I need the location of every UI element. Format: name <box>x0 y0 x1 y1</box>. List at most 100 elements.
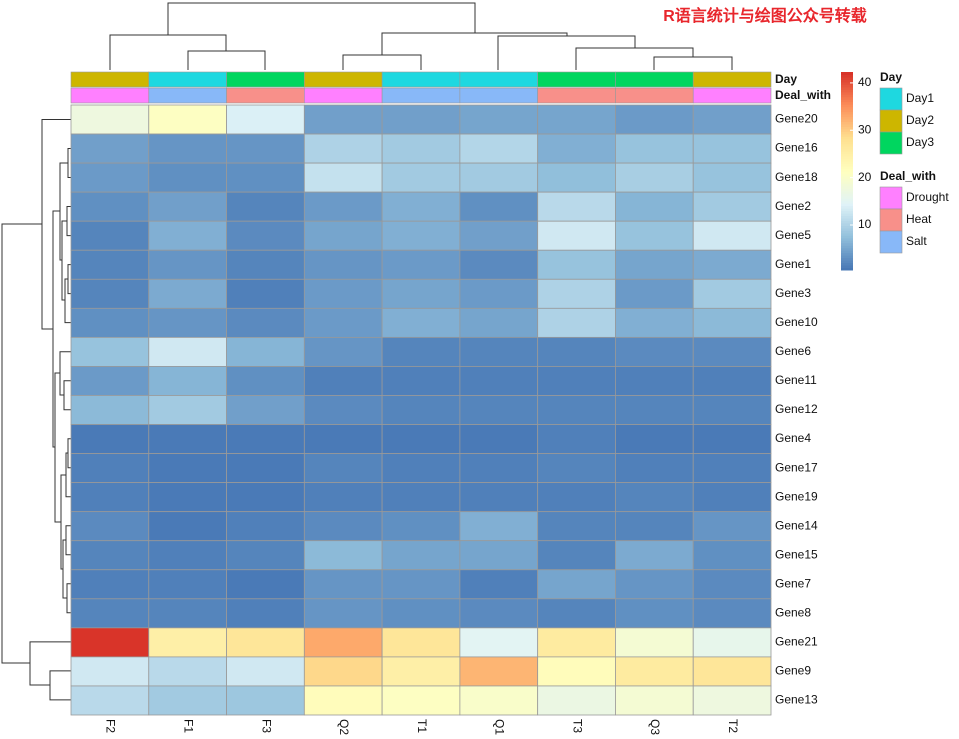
colorbar-step <box>841 215 853 219</box>
annotation-cell <box>148 71 227 88</box>
heatmap-cell <box>381 162 461 193</box>
heatmap-cell <box>381 482 461 513</box>
annotation-cell <box>615 71 694 88</box>
heatmap-cell <box>615 191 694 222</box>
heatmap-cell <box>692 627 772 658</box>
heatmap-cell <box>615 278 694 309</box>
heatmap-cell <box>459 656 539 687</box>
heatmap-cell <box>148 424 227 454</box>
heatmap-cell <box>459 424 539 454</box>
colorbar-step <box>841 232 853 236</box>
colorbar-step <box>841 111 853 115</box>
colorbar-step <box>841 156 853 160</box>
legend-label: Heat <box>906 212 932 226</box>
heatmap-cell <box>537 249 616 280</box>
heatmap-cell <box>70 598 150 629</box>
heatmap-cell <box>303 598 383 629</box>
colorbar-step <box>841 146 853 150</box>
heatmap-cell <box>226 540 305 571</box>
heatmap-cell <box>148 162 227 193</box>
heatmap-cell <box>615 104 694 135</box>
heatmap-cell <box>148 453 227 484</box>
heatmap-cell <box>692 395 772 425</box>
column-label: Q2 <box>337 719 351 735</box>
colorbar-step <box>841 126 853 130</box>
heatmap-cell <box>70 685 150 716</box>
heatmap-cell <box>692 366 772 396</box>
heatmap-cell <box>70 511 150 542</box>
colorbar-tick-label: 10 <box>858 217 872 231</box>
annotation-cell <box>615 87 694 104</box>
colorbar-step <box>841 166 853 170</box>
annotation-cell <box>70 87 150 104</box>
heatmap-cell <box>226 511 305 542</box>
heatmap-cell <box>537 511 616 542</box>
heatmap-cell <box>70 220 150 251</box>
heatmap-cell <box>692 307 772 338</box>
heatmap-cell <box>381 191 461 222</box>
heatmap-cell <box>537 685 616 716</box>
heatmap-cell <box>381 424 461 454</box>
colorbar-step <box>841 148 853 152</box>
heatmap-cell <box>537 453 616 484</box>
heatmap-cell <box>459 249 539 280</box>
heatmap-cell <box>226 220 305 251</box>
annotation-cell <box>226 87 305 104</box>
heatmap-cell <box>381 656 461 687</box>
column-label: F3 <box>259 719 273 733</box>
heatmap-cell <box>148 540 227 571</box>
heatmap-cell <box>148 249 227 280</box>
heatmap-cell <box>381 307 461 338</box>
heatmap-cell <box>303 133 383 164</box>
heatmap-cell <box>615 249 694 280</box>
heatmap-cell <box>226 482 305 513</box>
heatmap-cell <box>148 656 227 687</box>
heatmap-cell <box>537 191 616 222</box>
heatmap-cell <box>459 540 539 571</box>
colorbar-step <box>841 114 853 118</box>
heatmap-cell <box>303 569 383 600</box>
annotation-cell <box>692 71 772 88</box>
heatmap-cell <box>303 511 383 542</box>
legend-swatch <box>879 131 903 155</box>
heatmap-cell <box>537 395 616 425</box>
colorbar-step <box>841 230 853 234</box>
heatmap-cell <box>692 511 772 542</box>
heatmap-cell <box>381 249 461 280</box>
legend-swatch <box>879 208 903 232</box>
column-label: Q3 <box>648 719 662 735</box>
colorbar-step <box>841 188 853 192</box>
row-label: Gene20 <box>775 112 818 126</box>
heatmap-cell <box>692 162 772 193</box>
colorbar-step <box>841 193 853 197</box>
colorbar-step <box>841 210 853 214</box>
legend-title: Deal_with <box>880 169 936 183</box>
heatmap-cell <box>537 278 616 309</box>
colorbar-step <box>841 227 853 231</box>
heatmap-cell <box>692 278 772 309</box>
colorbar-step <box>841 267 853 271</box>
heatmap-cell <box>615 511 694 542</box>
legend-label: Day1 <box>906 91 934 105</box>
row-label: Gene9 <box>775 664 811 678</box>
heatmap-cell <box>303 307 383 338</box>
column-label: T3 <box>570 719 584 733</box>
heatmap-cell <box>381 511 461 542</box>
colorbar-step <box>841 99 853 103</box>
colorbar-step <box>841 81 853 85</box>
heatmap-cell <box>537 598 616 629</box>
heatmap-cell <box>459 685 539 716</box>
column-label: T1 <box>415 719 429 733</box>
heatmap-cell <box>537 133 616 164</box>
heatmap-cell <box>303 336 383 367</box>
heatmap-cell <box>381 104 461 135</box>
annotation-cell <box>537 87 616 104</box>
heatmap-cell <box>459 278 539 309</box>
heatmap-cell <box>303 482 383 513</box>
annotation-cell <box>459 87 538 104</box>
heatmap-cell <box>303 249 383 280</box>
annotation-cell <box>381 71 461 88</box>
heatmap-cell <box>692 569 772 600</box>
heatmap-cell <box>381 133 461 164</box>
